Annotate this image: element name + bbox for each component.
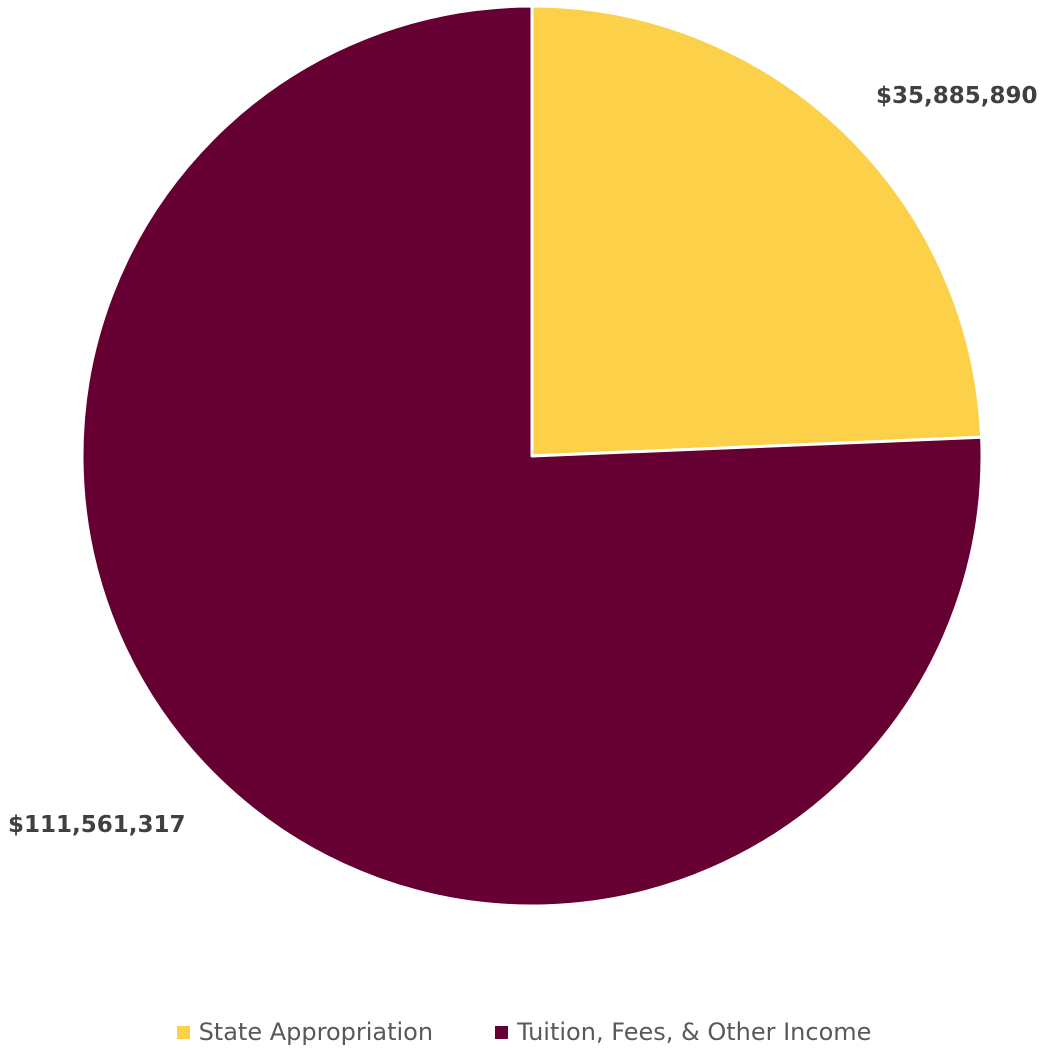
legend-label-state-appropriation: State Appropriation — [198, 1018, 434, 1046]
pie-slice-state-appropriation — [530, 4, 984, 458]
legend: State Appropriation Tuition, Fees, & Oth… — [0, 1018, 1048, 1046]
legend-swatch-state-appropriation — [176, 1025, 190, 1039]
pie-chart — [80, 4, 984, 908]
data-label-tuition-fees-other-income: $111,561,317 — [8, 812, 186, 838]
pie-slice-tuition-fees-other-income — [80, 4, 984, 908]
pie-chart-svg — [80, 4, 984, 908]
legend-item-tuition-fees-other-income: Tuition, Fees, & Other Income — [495, 1018, 871, 1046]
legend-label-tuition-fees-other-income: Tuition, Fees, & Other Income — [517, 1018, 872, 1046]
data-label-state-appropriation: $35,885,890 — [876, 83, 1038, 109]
legend-item-state-appropriation: State Appropriation — [176, 1018, 434, 1046]
legend-swatch-tuition-fees-other-income — [495, 1025, 509, 1039]
